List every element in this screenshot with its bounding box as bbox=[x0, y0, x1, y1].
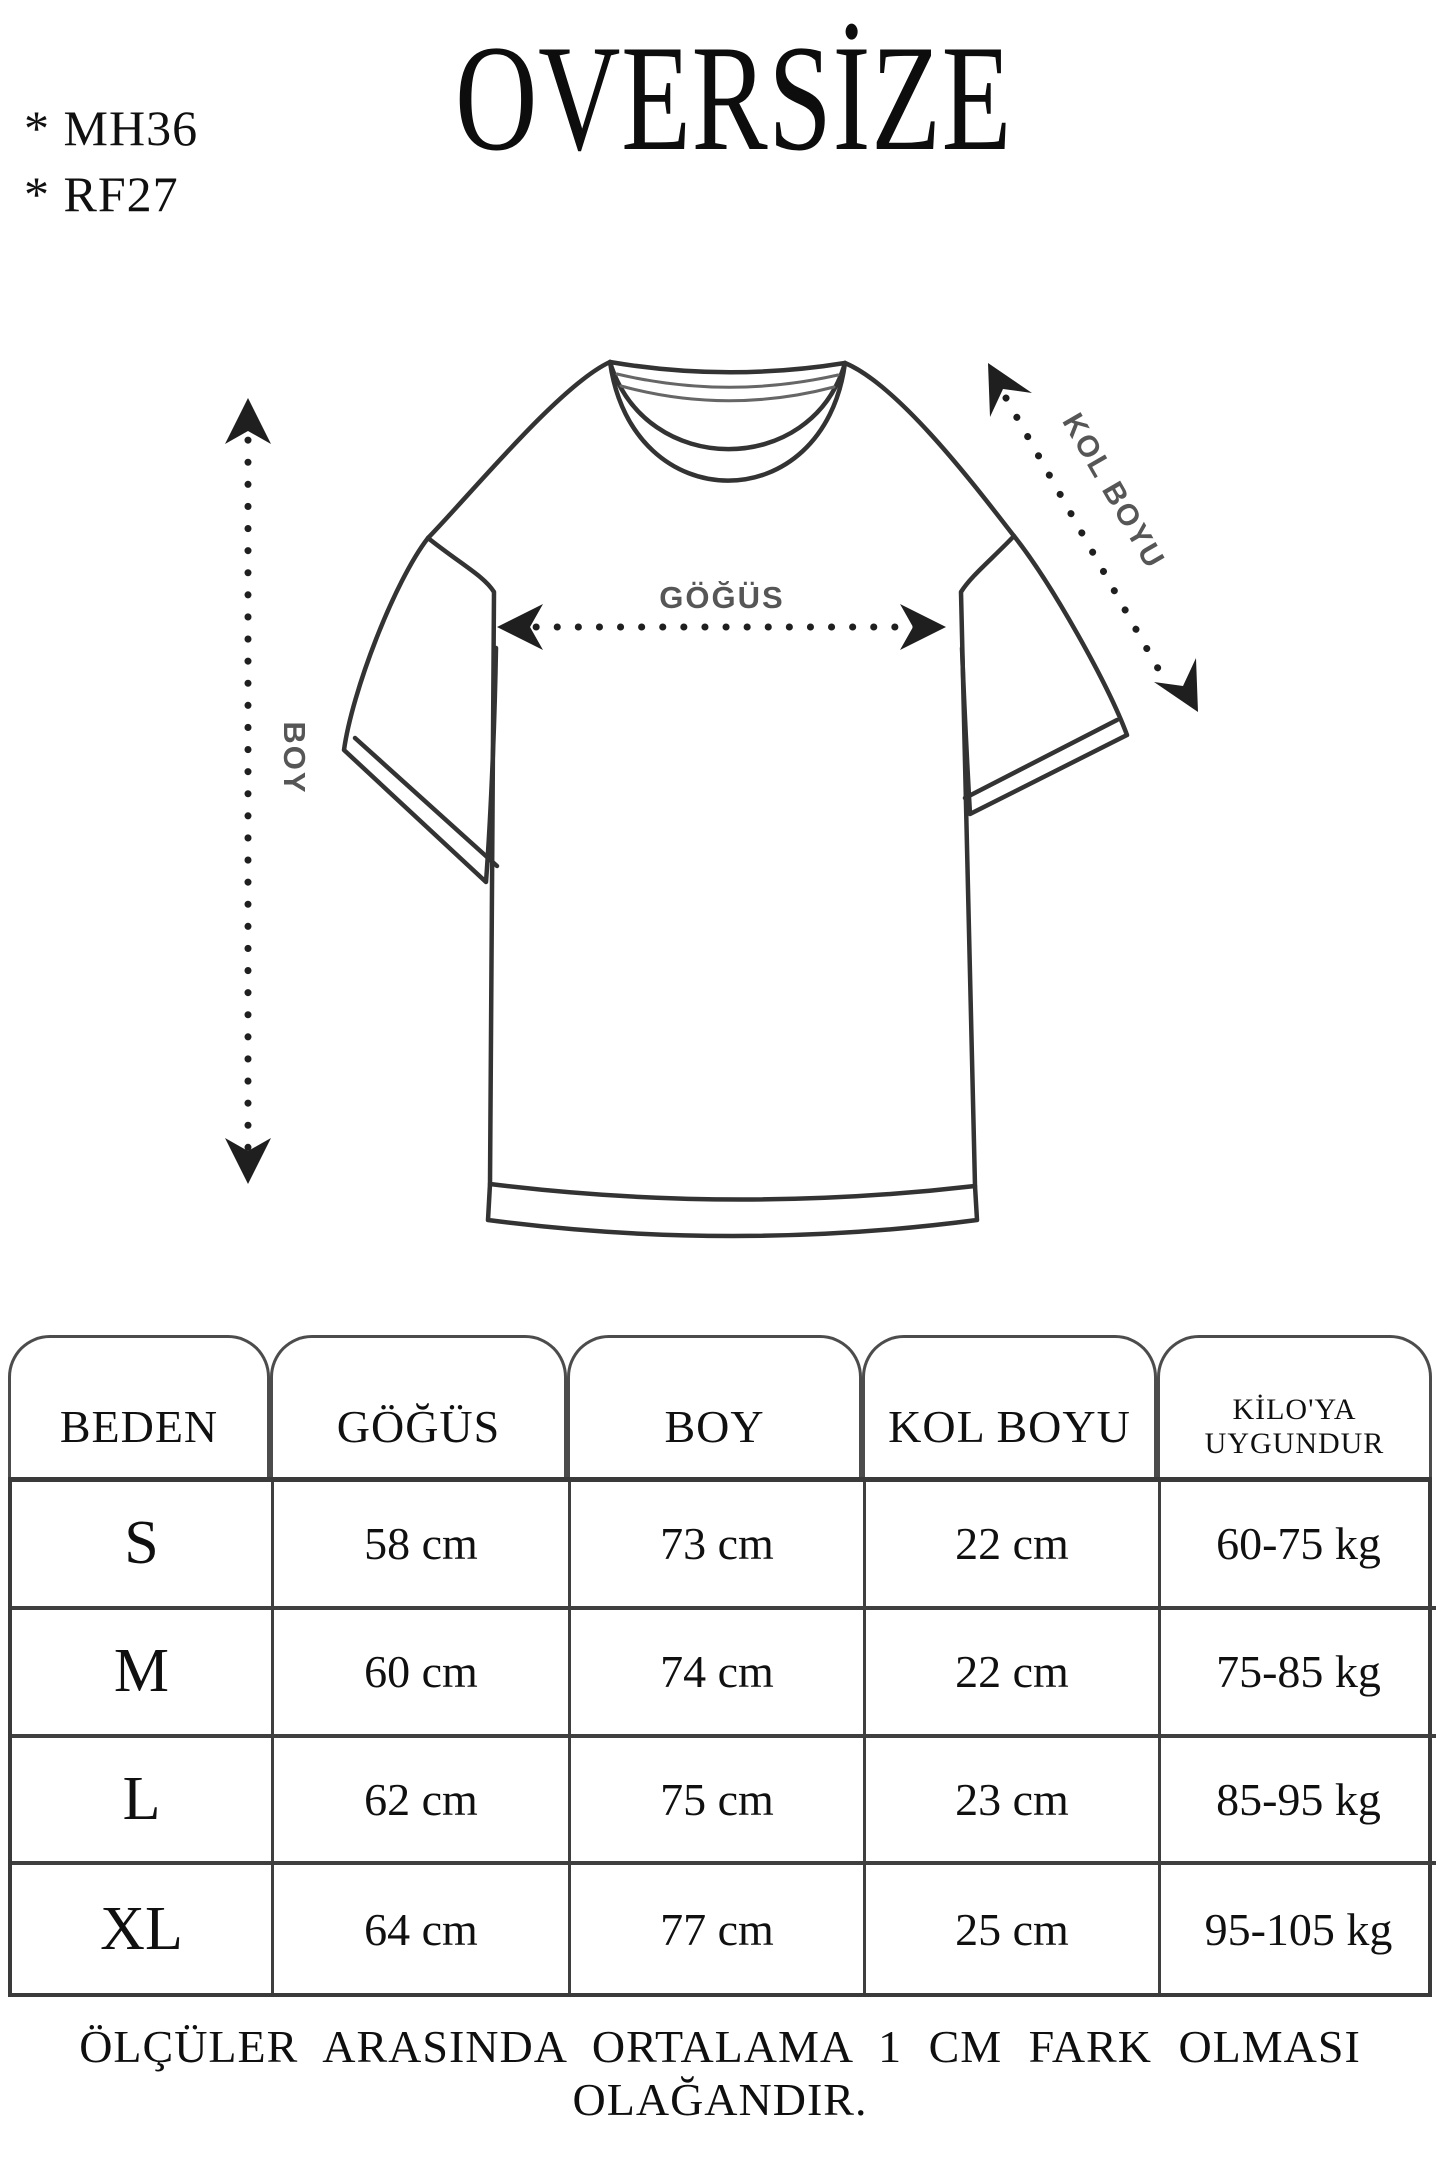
weight-cell: 95-105 kg bbox=[1204, 1903, 1393, 1955]
chest-label: GÖĞÜS bbox=[659, 580, 784, 615]
sleeve-arrowhead-top bbox=[988, 363, 1032, 417]
weight-cell: 75-85 kg bbox=[1161, 1610, 1436, 1738]
chest-arrowhead-right bbox=[900, 604, 946, 650]
size-cell: S bbox=[12, 1482, 274, 1610]
sleeve-cell: 25 cm bbox=[866, 1865, 1161, 1993]
chest-arrowhead-left bbox=[497, 604, 543, 650]
tshirt-collar-back bbox=[607, 359, 848, 375]
tshirt-collar-rib-1 bbox=[615, 372, 840, 389]
chest-arrow bbox=[497, 604, 946, 650]
length-cell: 74 cm bbox=[571, 1609, 866, 1738]
page-title: OVERSİZE bbox=[455, 14, 1013, 182]
tolerance-note: ÖLÇÜLER ARASINDA ORTALAMA 1 CM FARK OLMA… bbox=[79, 2021, 1361, 2125]
sleeve-cell: 23 cm bbox=[866, 1737, 1161, 1866]
weight-cell: 85-95 kg bbox=[1161, 1738, 1436, 1866]
tshirt-collar-rib-2 bbox=[619, 384, 836, 403]
size-cell: XL bbox=[12, 1865, 274, 1993]
column-header-gogus: GÖĞÜS bbox=[270, 1335, 567, 1477]
size-cell: L bbox=[12, 1737, 274, 1866]
size-table-header: BEDEN GÖĞÜS BOY KOL BOYU KİLO'YA UYGUNDU… bbox=[8, 1335, 1432, 1477]
sleeve-cell: 22 cm bbox=[866, 1609, 1161, 1738]
length-cell: 75 cm bbox=[571, 1737, 866, 1866]
length-arrowhead-top bbox=[225, 398, 271, 444]
chest-cell: 60 cm bbox=[274, 1609, 571, 1738]
size-cell: M bbox=[12, 1609, 274, 1738]
tshirt-body bbox=[425, 533, 1017, 1239]
chest-cell: 64 cm bbox=[274, 1865, 571, 1993]
length-arrowhead-bottom bbox=[225, 1138, 271, 1184]
chest-cell: 62 cm bbox=[274, 1737, 571, 1866]
column-header-kiloya-uygundur: KİLO'YA UYGUNDUR bbox=[1157, 1335, 1432, 1477]
chest-cell: 58 cm bbox=[274, 1482, 571, 1610]
length-label: BOY bbox=[277, 721, 312, 794]
weight-cell: 60-75 kg bbox=[1161, 1482, 1436, 1610]
sleeve-arrowhead-bottom bbox=[1154, 658, 1198, 712]
size-table: S 58 cm 73 cm 22 cm 60-75 kg M 60 cm 74 … bbox=[8, 1477, 1436, 1997]
product-codes: * MH36 * RF27 bbox=[24, 100, 199, 222]
tshirt-left-sleeve bbox=[341, 359, 613, 885]
sleeve-cell: 22 cm bbox=[866, 1482, 1161, 1610]
length-cell: 73 cm bbox=[571, 1482, 866, 1610]
tshirt-left-cuff-seam bbox=[352, 735, 500, 869]
tshirt-collar-inner bbox=[607, 359, 848, 452]
column-header-beden: BEDEN bbox=[8, 1335, 270, 1477]
column-header-kol-boyu: KOL BOYU bbox=[862, 1335, 1157, 1477]
length-cell: 77 cm bbox=[571, 1865, 866, 1993]
sleeve-arrow-dots bbox=[1002, 394, 1164, 676]
tshirt-hem-seam bbox=[487, 1181, 978, 1202]
sleeve-label: KOL BOYU bbox=[1056, 408, 1171, 575]
length-arrow bbox=[225, 398, 271, 1184]
tshirt-right-cuff-seam bbox=[962, 717, 1120, 801]
tshirt-collar-outer bbox=[607, 359, 848, 483]
sleeve-arrow bbox=[988, 363, 1198, 712]
tshirt-drawing bbox=[341, 359, 1130, 1239]
column-header-boy: BOY bbox=[567, 1335, 862, 1477]
